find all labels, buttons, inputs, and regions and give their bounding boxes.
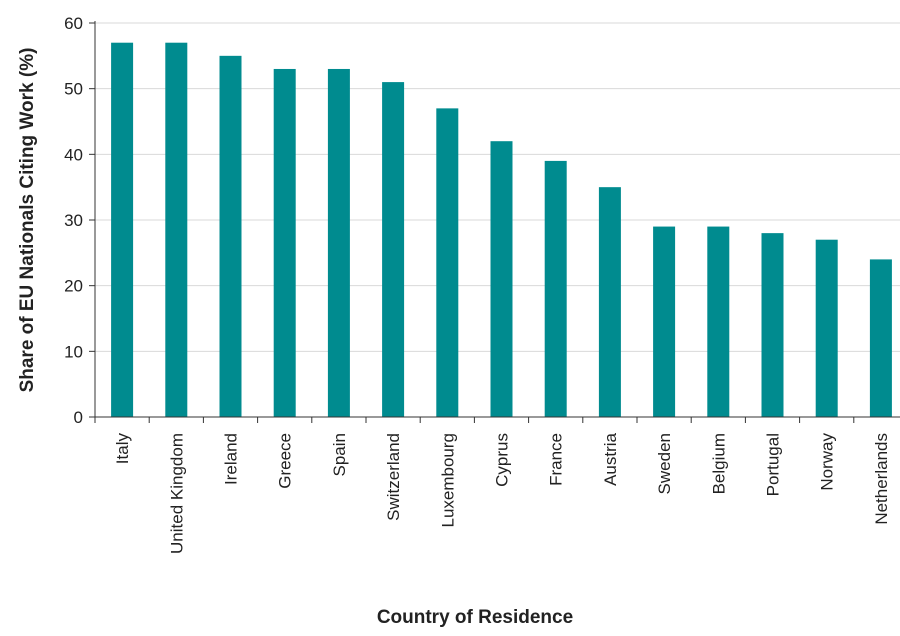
bar-portugal (761, 233, 784, 417)
x-tick-label: Portugal (764, 433, 783, 496)
x-tick-label: Netherlands (872, 433, 891, 525)
bar-ireland (219, 55, 242, 417)
x-tick-label: Luxembourg (438, 433, 457, 528)
y-axis-title: Share of EU Nationals Citing Work (%) (17, 48, 38, 393)
x-tick-label: France (547, 433, 566, 486)
y-tick-label: 10 (64, 342, 83, 361)
bar-luxembourg (436, 108, 459, 417)
bar-greece (273, 68, 296, 417)
y-tick-label: 20 (64, 277, 83, 296)
bar-switzerland (382, 82, 405, 417)
bar-belgium (707, 226, 730, 417)
bar-norway (815, 239, 838, 417)
x-tick-label: Austria (601, 432, 620, 485)
y-tick-label: 30 (64, 211, 83, 230)
y-tick-label: 0 (74, 408, 83, 427)
x-tick-label: Ireland (222, 433, 241, 485)
bars (111, 42, 892, 417)
y-tick-label: 50 (64, 80, 83, 99)
x-tick-label: United Kingdom (167, 433, 186, 554)
x-tick-label: Switzerland (384, 433, 403, 521)
x-tick-label: Belgium (709, 433, 728, 494)
bar-france (544, 160, 567, 417)
y-tick-labels: 0 10 20 30 40 50 60 (64, 14, 83, 427)
bar-austria (598, 187, 621, 417)
x-axis-title: Country of Residence (377, 607, 573, 628)
bar-cyprus (490, 141, 513, 417)
bar-united-kingdom (165, 42, 188, 417)
bar-sweden (653, 226, 676, 417)
y-tick-label: 60 (64, 14, 83, 33)
axes (89, 21, 900, 423)
x-tick-label: Italy (113, 433, 132, 465)
x-tick-label: Sweden (655, 433, 674, 494)
bar-italy (111, 42, 134, 417)
bar-netherlands (869, 259, 892, 417)
bar-spain (327, 68, 350, 417)
x-tick-label: Norway (818, 433, 837, 491)
x-tick-labels: Italy United Kingdom Ireland Greece Spain Swi… (113, 432, 891, 554)
x-tick-label: Spain (330, 433, 349, 476)
x-tick-label: Cyprus (493, 433, 512, 487)
x-tick-label: Greece (276, 433, 295, 489)
y-tick-label: 40 (64, 145, 83, 164)
